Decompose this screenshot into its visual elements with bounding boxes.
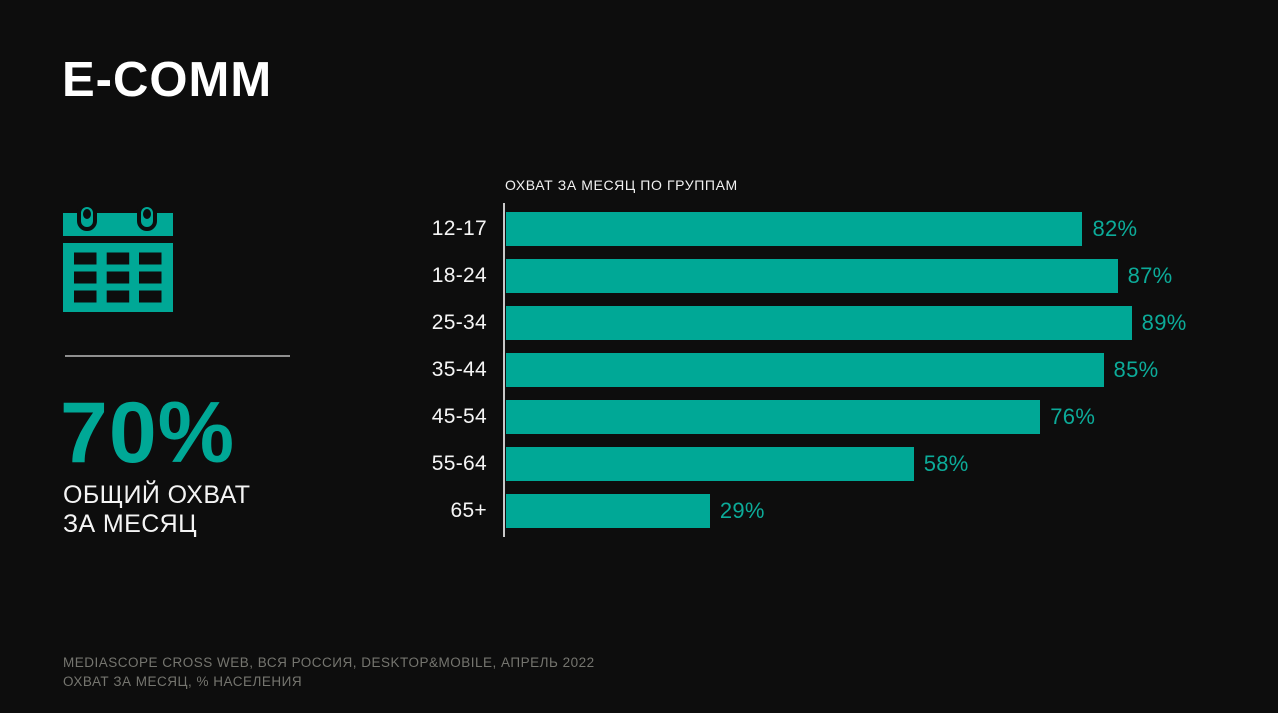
page-title: E-COMM	[62, 53, 273, 107]
bar	[506, 493, 710, 528]
value-label: 87%	[1127, 262, 1173, 288]
chart-row: 55-64 58%	[0, 440, 1278, 487]
stat-label: ОБЩИЙ ОХВАТ ЗА МЕСЯЦ	[63, 481, 250, 539]
value-label: 29%	[719, 497, 765, 523]
value-label: 82%	[1092, 215, 1138, 241]
chart-row: 25-34 89%	[0, 299, 1278, 346]
category-label: 35-44	[431, 357, 487, 381]
source-note-line2: ОХВАТ ЗА МЕСЯЦ, % НАСЕЛЕНИЯ	[63, 674, 303, 689]
bar	[506, 446, 914, 481]
source-note: MEDIASCOPE CROSS WEB, ВСЯ РОССИЯ, DESKTO…	[63, 653, 595, 691]
bar	[506, 399, 1041, 434]
value-label: 89%	[1141, 309, 1187, 335]
bar	[506, 305, 1132, 340]
divider-line	[65, 355, 290, 357]
chart-row: 65+ 29%	[0, 487, 1278, 534]
calendar-icon	[63, 203, 173, 317]
stat-label-line2: ЗА МЕСЯЦ	[63, 510, 198, 538]
category-label: 18-24	[431, 263, 487, 287]
value-label: 76%	[1050, 403, 1096, 429]
value-label: 58%	[923, 450, 969, 476]
category-label: 45-54	[431, 404, 487, 428]
chart-row: 35-44 85%	[0, 346, 1278, 393]
category-label: 65+	[450, 498, 487, 522]
chart-row: 45-54 76%	[0, 393, 1278, 440]
category-label: 55-64	[431, 451, 487, 475]
category-label: 12-17	[431, 216, 487, 240]
bar	[506, 211, 1083, 246]
chart-row: 12-17 82%	[0, 205, 1278, 252]
chart-row: 18-24 87%	[0, 252, 1278, 299]
y-axis-line	[503, 203, 505, 537]
bar	[506, 352, 1104, 387]
bar-chart: 12-17 82% 18-24 87% 25-34 89% 35-44 85% 45-54 76%…	[0, 205, 1278, 534]
bar	[506, 258, 1118, 293]
category-label: 25-34	[431, 310, 487, 334]
stat-label-line1: ОБЩИЙ ОХВАТ	[63, 481, 251, 509]
stat-value: 70%	[60, 385, 236, 481]
source-note-line1: MEDIASCOPE CROSS WEB, ВСЯ РОССИЯ, DESKTO…	[63, 655, 595, 670]
chart-title: ОХВАТ ЗА МЕСЯЦ ПО ГРУППАМ	[505, 177, 738, 193]
value-label: 85%	[1113, 356, 1159, 382]
